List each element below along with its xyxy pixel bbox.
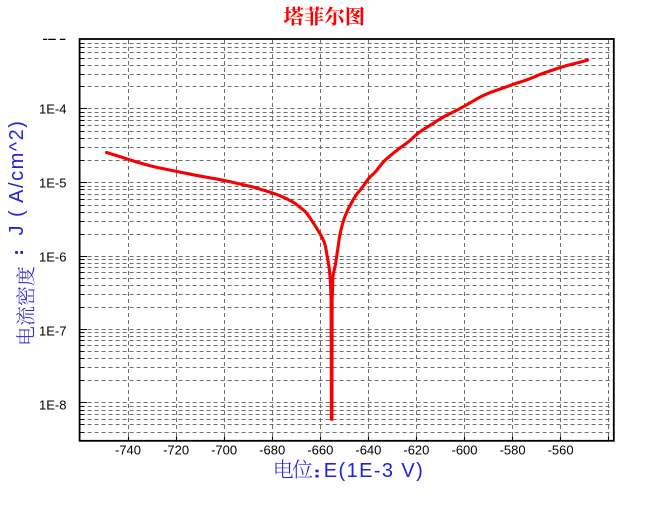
svg-text:-700: -700 (211, 443, 237, 458)
svg-text:-740: -740 (115, 443, 141, 458)
svg-text:1E-5: 1E-5 (39, 176, 66, 191)
svg-text:-600: -600 (451, 443, 477, 458)
svg-text:-620: -620 (403, 443, 429, 458)
svg-text:1E-4: 1E-4 (39, 102, 66, 117)
svg-text:E(1E-3 V): E(1E-3 V) (324, 460, 424, 482)
svg-text:-660: -660 (307, 443, 333, 458)
svg-text:-640: -640 (355, 443, 381, 458)
svg-text:-680: -680 (259, 443, 285, 458)
svg-text:-580: -580 (500, 443, 526, 458)
svg-text:1E-8: 1E-8 (39, 398, 66, 413)
svg-text:-560: -560 (548, 443, 574, 458)
svg-text:1E-7: 1E-7 (39, 324, 66, 339)
svg-text:-720: -720 (163, 443, 189, 458)
svg-text:1E-6: 1E-6 (39, 250, 66, 265)
svg-text:J ( A/cm^2): J ( A/cm^2) (6, 120, 28, 236)
